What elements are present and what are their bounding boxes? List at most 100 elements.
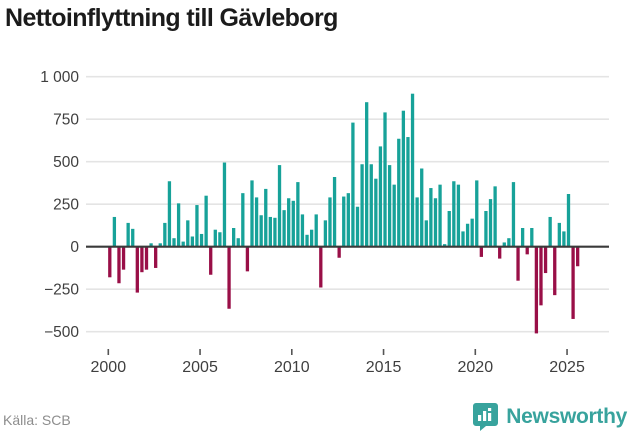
y-tick-label: −500 [44, 324, 79, 341]
bar [121, 246, 126, 270]
y-tick-label: 750 [53, 112, 79, 129]
bar [520, 228, 525, 247]
bar [392, 184, 396, 247]
bar [144, 246, 149, 270]
x-tick-label: 2015 [366, 359, 402, 376]
x-tick-label: 2010 [274, 359, 310, 376]
y-tick-label: −250 [44, 282, 79, 299]
bar [323, 220, 328, 247]
bar [475, 180, 479, 247]
bar [332, 177, 337, 247]
bar [571, 246, 575, 319]
bar [433, 198, 438, 247]
newsworthy-badge-icon [473, 403, 499, 431]
bar [172, 238, 176, 247]
x-tick-label: 2005 [182, 359, 218, 376]
bar [566, 194, 571, 247]
bar [355, 206, 360, 247]
bar [548, 216, 552, 247]
x-tick-label: 2025 [549, 359, 585, 376]
bar [213, 229, 217, 247]
bar [424, 220, 428, 247]
bar [259, 215, 263, 247]
bar [277, 165, 282, 247]
bar [337, 246, 341, 258]
bar [406, 137, 410, 247]
bar [498, 246, 502, 259]
bar [140, 246, 144, 273]
bar [287, 198, 291, 247]
bar [305, 234, 309, 247]
bar [163, 222, 167, 247]
bar [539, 246, 543, 306]
newsworthy-logo: Newsworthy [472, 402, 627, 431]
bar [383, 112, 387, 247]
y-tick-label: 250 [53, 197, 79, 214]
bar [525, 246, 529, 255]
y-tick-label: 0 [70, 239, 79, 256]
bar [516, 246, 520, 281]
bar [319, 246, 323, 288]
bar [553, 246, 557, 296]
bar [415, 197, 419, 247]
bar [401, 110, 406, 247]
bar [507, 238, 511, 247]
bar [232, 228, 236, 247]
bar [502, 242, 506, 247]
bar [149, 243, 153, 247]
bar [135, 246, 139, 293]
bar [195, 205, 199, 247]
bar [250, 180, 254, 247]
bar [342, 196, 346, 247]
bar [447, 211, 451, 247]
bar [245, 246, 250, 272]
bar [484, 211, 488, 247]
bar [204, 195, 208, 247]
bar [300, 214, 305, 247]
bar [282, 210, 286, 247]
bar [314, 214, 318, 247]
chart-footer: Källa: SCB Newsworthy [0, 399, 631, 433]
bar [543, 246, 548, 274]
y-tick-label: 500 [53, 154, 79, 171]
bar [346, 193, 350, 247]
x-tick-label: 2020 [458, 359, 494, 376]
bar [360, 164, 364, 247]
bar [158, 243, 162, 247]
bar [429, 188, 433, 247]
bar [154, 246, 158, 268]
bar [181, 241, 185, 247]
bar [199, 233, 204, 247]
bar [209, 246, 213, 275]
bar [576, 246, 580, 267]
bar [176, 203, 181, 247]
bar [218, 232, 222, 247]
bar [465, 223, 470, 247]
bar [241, 193, 245, 247]
bar [296, 182, 300, 247]
bar [291, 200, 295, 247]
bar [534, 246, 539, 334]
bar [410, 93, 415, 247]
bar [452, 181, 456, 247]
bar [264, 188, 268, 247]
bar [186, 220, 190, 247]
bar [167, 181, 172, 247]
bar [126, 222, 130, 247]
bar [131, 228, 135, 247]
bar [112, 216, 117, 247]
x-tick-label: 2000 [91, 359, 127, 376]
bar [227, 246, 231, 309]
bar [374, 178, 378, 247]
bar [328, 197, 332, 247]
bar [443, 244, 447, 247]
bar [117, 246, 121, 284]
bar [493, 186, 497, 247]
bar [562, 231, 566, 247]
bar [222, 162, 227, 247]
bar [420, 168, 424, 247]
source-note: Källa: SCB [3, 412, 71, 428]
bar [438, 184, 442, 247]
